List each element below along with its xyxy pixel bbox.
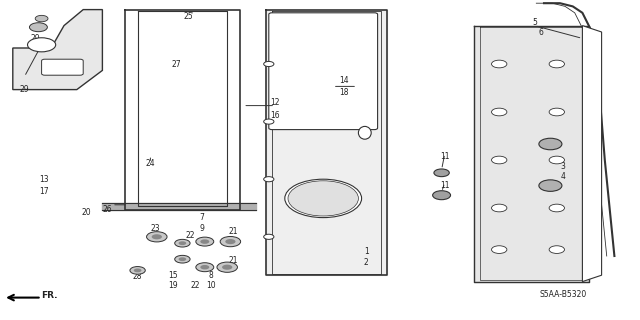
Circle shape <box>179 241 186 245</box>
Circle shape <box>549 204 564 212</box>
Circle shape <box>492 246 507 253</box>
Circle shape <box>28 38 56 52</box>
Text: 8: 8 <box>209 271 214 280</box>
Text: 25: 25 <box>184 12 194 20</box>
Circle shape <box>179 257 186 261</box>
Text: 22: 22 <box>186 231 195 240</box>
Text: 4: 4 <box>561 172 566 180</box>
Text: 15: 15 <box>168 271 178 280</box>
Text: S5AA-B5320: S5AA-B5320 <box>540 290 587 299</box>
Text: 1: 1 <box>364 247 369 256</box>
FancyBboxPatch shape <box>42 59 83 75</box>
Circle shape <box>175 255 190 263</box>
Circle shape <box>29 23 47 32</box>
Circle shape <box>492 60 507 68</box>
Text: 5: 5 <box>532 18 537 27</box>
Text: 11: 11 <box>440 181 449 190</box>
Circle shape <box>433 191 451 200</box>
Circle shape <box>175 239 190 247</box>
Text: 26: 26 <box>102 205 113 214</box>
Circle shape <box>549 156 564 164</box>
Text: 18: 18 <box>340 88 349 97</box>
Circle shape <box>222 265 232 270</box>
Circle shape <box>539 138 562 150</box>
Circle shape <box>492 204 507 212</box>
Text: 21: 21 <box>229 256 238 265</box>
Text: 27: 27 <box>171 60 181 68</box>
Text: 16: 16 <box>270 111 280 120</box>
Circle shape <box>434 169 449 177</box>
Text: 20: 20 <box>81 208 92 217</box>
Text: FR.: FR. <box>42 292 58 300</box>
Text: 9: 9 <box>199 224 204 233</box>
Circle shape <box>35 15 48 22</box>
Circle shape <box>264 177 274 182</box>
Ellipse shape <box>358 126 371 139</box>
Circle shape <box>130 267 145 274</box>
Text: 23: 23 <box>150 224 161 233</box>
Text: 14: 14 <box>339 76 349 84</box>
Text: 29: 29 <box>30 34 40 43</box>
Text: 13: 13 <box>38 175 49 184</box>
Circle shape <box>196 263 214 272</box>
Text: 2: 2 <box>364 258 369 267</box>
Circle shape <box>134 268 141 272</box>
Circle shape <box>288 181 358 216</box>
Text: 19: 19 <box>168 281 178 290</box>
Text: 22: 22 <box>191 281 200 290</box>
Polygon shape <box>582 26 602 282</box>
Circle shape <box>152 234 162 239</box>
Circle shape <box>217 262 237 272</box>
Circle shape <box>225 239 236 244</box>
Circle shape <box>492 156 507 164</box>
Circle shape <box>492 108 507 116</box>
Text: 11: 11 <box>440 152 449 161</box>
Polygon shape <box>13 10 102 90</box>
Circle shape <box>264 61 274 67</box>
Circle shape <box>549 108 564 116</box>
Circle shape <box>264 119 274 124</box>
Circle shape <box>196 237 214 246</box>
Circle shape <box>539 180 562 191</box>
Text: 12: 12 <box>271 98 280 107</box>
Text: 3: 3 <box>561 162 566 171</box>
Circle shape <box>549 246 564 253</box>
Text: 24: 24 <box>145 159 156 168</box>
Circle shape <box>200 239 209 244</box>
Text: 29: 29 <box>19 85 29 94</box>
Circle shape <box>264 234 274 239</box>
Text: 10: 10 <box>206 281 216 290</box>
Text: 7: 7 <box>199 213 204 222</box>
Circle shape <box>549 60 564 68</box>
Text: 28: 28 <box>133 272 142 281</box>
Circle shape <box>285 179 362 218</box>
Text: 21: 21 <box>229 228 238 236</box>
Text: 6: 6 <box>538 28 543 36</box>
Circle shape <box>200 265 209 269</box>
FancyBboxPatch shape <box>269 13 378 130</box>
Circle shape <box>147 232 167 242</box>
Text: 17: 17 <box>38 188 49 196</box>
Circle shape <box>220 236 241 247</box>
